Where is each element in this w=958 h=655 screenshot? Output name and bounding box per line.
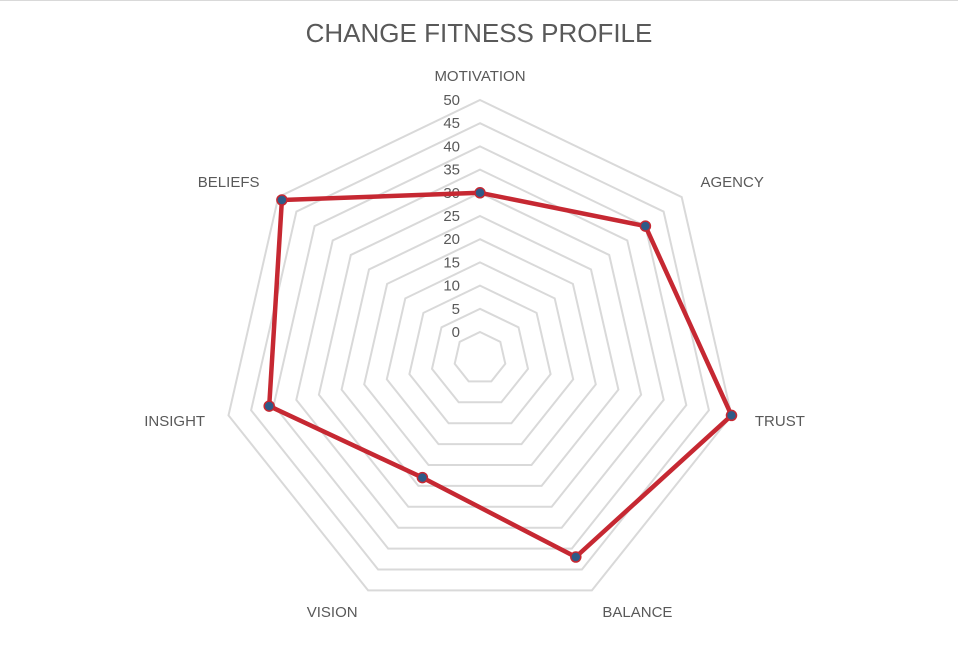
r-tick-label: 35 [443,162,460,179]
r-tick-label: 15 [443,254,460,271]
gridline-ring [363,238,597,466]
r-tick-label: 50 [443,92,460,109]
gridline-ring [272,145,688,550]
category-labels: MOTIVATION AGENCY TRUST BALANCE VISION INSIGH… [144,68,805,621]
radar-grid [227,98,733,592]
category-label-balance: BALANCE [602,604,672,621]
series-line [266,190,734,560]
data-point-balance [570,551,582,563]
category-label-motivation: MOTIVATION [434,68,525,85]
gridline-ring [227,98,733,592]
data-point-trust [725,409,738,422]
series-layer [263,187,738,563]
category-label-insight: INSIGHT [144,413,205,430]
r-tick-label: 25 [443,208,460,225]
category-label-agency: AGENCY [701,174,764,191]
r-tick-label: 40 [443,138,460,155]
data-point-insight [263,400,275,412]
r-tick-label: 0 [452,324,460,341]
gridline-ring [408,284,552,425]
r-tick-label: 20 [443,231,460,248]
r-tick-label: 45 [443,115,460,132]
data-point-vision [416,471,429,484]
gridline-ring [340,214,620,487]
data-point-beliefs [276,194,288,206]
gridline-ring [430,307,530,404]
gridline-ring [385,261,575,446]
r-tick-label: 10 [443,278,460,295]
top-border [0,0,958,1]
category-label-vision: VISION [307,604,358,621]
category-label-trust: TRUST [755,413,805,430]
data-point-motivation [474,187,486,199]
r-tick-label: 5 [452,301,460,318]
chart-title: CHANGE FITNESS PROFILE [305,18,653,48]
data-point-agency [639,220,652,232]
gridline-ring [250,122,710,571]
gridline-ring [295,168,665,529]
category-label-beliefs: BELIEFS [198,174,260,191]
gridline-ring [453,330,507,383]
